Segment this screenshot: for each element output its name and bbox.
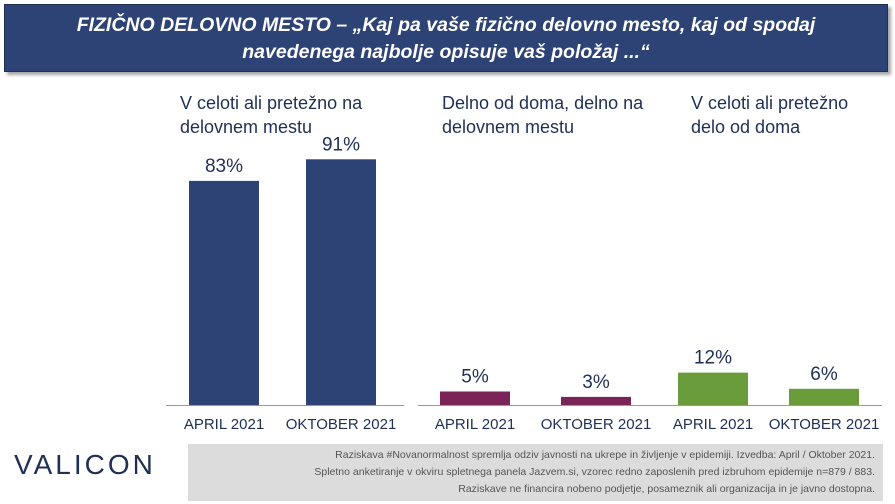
group-label-hybrid-line1: Delno od doma, delno na [442,93,644,113]
chart-title: FIZIČNO DELOVNO MESTO – „Kaj pa vaše fiz… [4,4,888,72]
data-label-0-0: 83% [205,156,243,177]
data-label-1-1: 3% [582,372,610,393]
bar-0-0 [189,180,259,405]
bar-2-1 [789,388,859,405]
bar-1-1 [561,396,631,405]
group-label-hybrid: Delno od doma, delno na delovnem mestu [442,91,643,139]
bar-2-0 [678,372,748,405]
group-label-remote-line1: V celoti ali pretežno [691,93,849,113]
group-label-office: V celoti ali pretežno na delovnem mestu [180,91,362,139]
title-line-2: navedenega najbolje opisuje vaš položaj … [242,41,650,63]
footnote: Raziskava #Novanormalnost spremlja odziv… [188,444,883,501]
footnote-line-3: Raziskave ne financira nobeno podjetje, … [458,483,875,495]
data-label-1-0: 5% [461,367,489,388]
data-label-0-1: 91% [322,134,360,155]
group-label-remote-line2: delo od doma [691,117,801,137]
footnote-line-1: Raziskava #Novanormalnost spremlja odziv… [335,449,875,461]
category-label-0-0: APRIL 2021 [184,416,264,433]
category-label-1-0: APRIL 2021 [435,416,515,433]
bar-1-0 [440,391,510,405]
group-label-office-line1: V celoti ali pretežno na [180,93,363,113]
group-label-office-line2: delovnem mestu [180,117,313,137]
bar-0-1 [306,159,376,405]
category-label-2-0: APRIL 2021 [673,416,753,433]
valicon-logo: VALICON [14,449,156,480]
group-label-remote: V celoti ali pretežno delo od doma [691,91,848,139]
category-label-2-1: OKTOBER 2021 [769,416,880,433]
group-label-hybrid-line2: delovnem mestu [442,117,575,137]
footnote-line-2: Spletno anketiranje v okviru spletnega p… [314,466,875,478]
category-label-1-1: OKTOBER 2021 [541,416,652,433]
category-label-0-1: OKTOBER 2021 [286,416,397,433]
data-label-2-0: 12% [694,348,732,369]
data-label-2-1: 6% [810,364,838,385]
title-line-1: FIZIČNO DELOVNO MESTO – „Kaj pa vaše fiz… [76,14,816,36]
